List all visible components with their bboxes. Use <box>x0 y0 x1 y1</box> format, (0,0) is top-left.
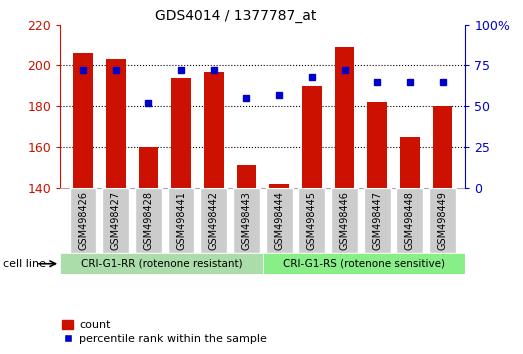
Bar <box>139 147 158 188</box>
Bar <box>106 59 126 188</box>
Text: GSM498441: GSM498441 <box>176 191 186 250</box>
Bar <box>400 137 419 188</box>
FancyBboxPatch shape <box>233 188 260 253</box>
Bar <box>237 165 256 188</box>
Text: CRI-G1-RS (rotenone sensitive): CRI-G1-RS (rotenone sensitive) <box>283 259 445 269</box>
Bar <box>172 78 191 188</box>
Text: GSM498427: GSM498427 <box>111 191 121 250</box>
Text: GSM498442: GSM498442 <box>209 191 219 250</box>
Text: CRI-G1-RR (rotenone resistant): CRI-G1-RR (rotenone resistant) <box>81 259 242 269</box>
Text: GSM498447: GSM498447 <box>372 191 382 250</box>
Legend: count, percentile rank within the sample: count, percentile rank within the sample <box>58 315 271 348</box>
Text: cell line: cell line <box>3 259 46 269</box>
Text: GSM498449: GSM498449 <box>438 191 448 250</box>
Bar <box>367 102 387 188</box>
FancyBboxPatch shape <box>266 188 292 253</box>
FancyBboxPatch shape <box>168 188 195 253</box>
Bar <box>335 47 355 188</box>
FancyBboxPatch shape <box>200 188 227 253</box>
Text: GSM498446: GSM498446 <box>339 191 349 250</box>
Bar <box>73 53 93 188</box>
FancyBboxPatch shape <box>263 253 465 274</box>
FancyBboxPatch shape <box>70 188 96 253</box>
FancyBboxPatch shape <box>135 188 162 253</box>
Text: GSM498426: GSM498426 <box>78 191 88 250</box>
Bar <box>269 183 289 188</box>
Bar <box>204 72 224 188</box>
FancyBboxPatch shape <box>60 253 263 274</box>
Bar <box>302 86 322 188</box>
Text: GSM498448: GSM498448 <box>405 191 415 250</box>
FancyBboxPatch shape <box>299 188 325 253</box>
Text: GSM498445: GSM498445 <box>307 191 317 250</box>
FancyBboxPatch shape <box>396 188 423 253</box>
Text: GSM498428: GSM498428 <box>143 191 153 250</box>
Bar <box>433 106 452 188</box>
FancyBboxPatch shape <box>429 188 456 253</box>
FancyBboxPatch shape <box>103 188 129 253</box>
FancyBboxPatch shape <box>364 188 391 253</box>
FancyBboxPatch shape <box>331 188 358 253</box>
Text: GSM498444: GSM498444 <box>274 191 284 250</box>
Text: GSM498443: GSM498443 <box>242 191 252 250</box>
Text: GDS4014 / 1377787_at: GDS4014 / 1377787_at <box>155 9 316 23</box>
